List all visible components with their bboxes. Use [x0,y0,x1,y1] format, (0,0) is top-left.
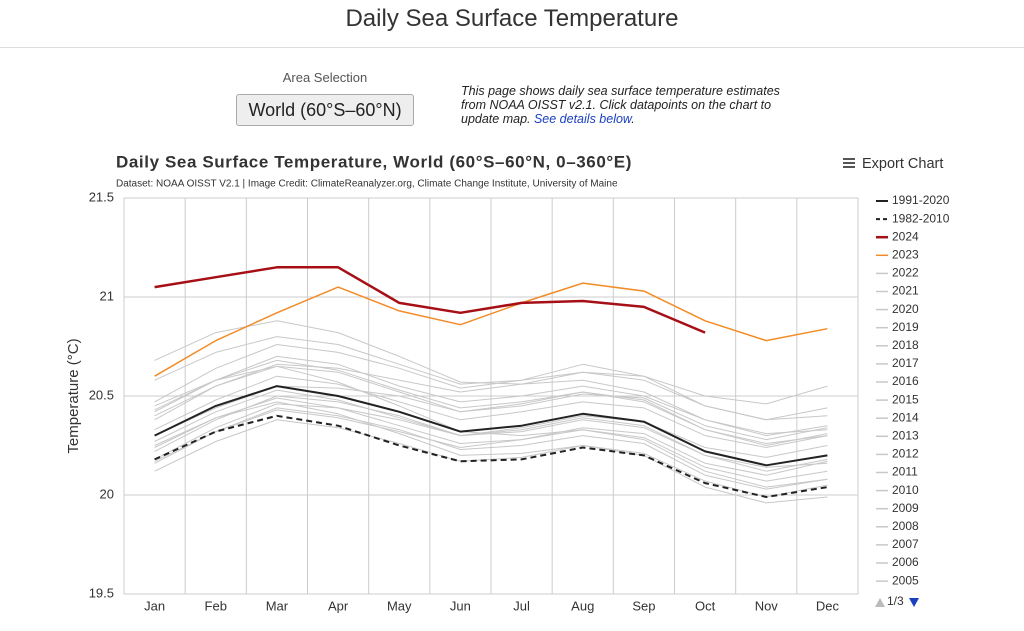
legend-label: 2015 [892,392,919,406]
details-link[interactable]: See details below [533,112,632,126]
legend-label: 2007 [892,537,919,551]
legend-label: 1982-2010 [892,211,950,225]
area-label: Area Selection [282,70,368,85]
description-text: This page shows daily sea surface temper… [461,84,780,126]
y-tick-label: 21 [100,288,114,303]
page-title: Daily Sea Surface Temperature [0,0,1024,48]
y-tick-label: 19.5 [89,585,114,600]
x-tick-label: Feb [205,598,227,613]
legend-label: 2005 [892,573,919,587]
x-tick-label: Dec [816,598,840,613]
legend-label: 2016 [892,374,919,388]
chart-subtitle: Dataset: NOAA OISST V2.1 | Image Credit:… [116,179,618,190]
legend-label: 2013 [892,428,919,442]
page-up[interactable] [875,598,885,607]
x-tick-label: Aug [571,598,594,613]
series-line [154,401,828,504]
legend-label: 2021 [892,284,919,298]
legend-label: 2012 [892,447,919,461]
y-tick-label: 20 [100,486,114,501]
page-down[interactable] [909,598,919,607]
x-tick-label: Jul [513,598,530,613]
legend-label: 2023 [892,247,919,261]
legend-label: 2020 [892,302,919,316]
x-tick-label: May [387,598,412,613]
series-line [154,389,828,472]
series-line [154,375,828,448]
x-tick-label: Mar [266,598,289,613]
series-line [154,414,828,498]
x-tick-label: Jun [450,598,471,613]
series-line [154,266,706,334]
legend-label: 1991-2020 [892,193,950,207]
series-line [154,282,828,377]
series-line [154,385,828,467]
legend-label: 2014 [892,410,919,424]
legend-page: 1/3 [887,594,904,608]
legend-label: 2017 [892,356,919,370]
legend-label: 2006 [892,555,919,569]
area-button[interactable]: World (60°S–60°N) [236,94,414,126]
export-icon[interactable] [843,158,855,168]
series-line [154,395,828,468]
legend-label: 2011 [892,465,918,479]
export-button[interactable]: Export Chart [862,156,943,172]
legend-label: 2022 [892,266,919,280]
x-tick-label: Sep [632,598,655,613]
chart-title: Daily Sea Surface Temperature, World (60… [116,152,632,171]
series-line [154,407,828,490]
series-line [154,403,828,460]
legend-label: 2024 [892,229,919,243]
series-line [154,397,828,482]
description-end: . [631,112,635,126]
x-tick-label: Nov [755,598,779,613]
y-axis-label: Temperature (°C) [65,338,82,453]
x-tick-label: Oct [695,598,716,613]
series-line [154,363,828,417]
y-tick-label: 20.5 [89,387,114,402]
series-line [154,365,828,446]
legend-label: 2008 [892,519,919,533]
description: This page shows daily sea surface temper… [461,84,791,126]
series-line [154,355,828,435]
legend-label: 2010 [892,483,919,497]
series-line [154,409,828,476]
series-line [154,336,828,421]
legend-label: 2019 [892,320,919,334]
legend-label: 2009 [892,501,919,515]
legend-label: 2018 [892,338,919,352]
x-tick-label: Apr [328,598,349,613]
x-tick-label: Jan [144,598,165,613]
y-tick-label: 21.5 [89,189,114,204]
